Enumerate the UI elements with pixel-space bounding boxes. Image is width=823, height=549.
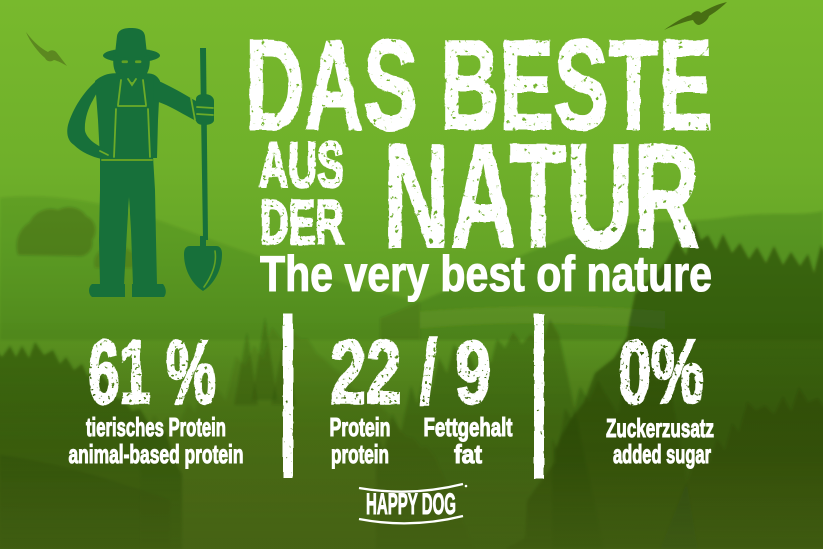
svg-text:fat: fat	[454, 439, 482, 469]
svg-text:Fettgehalt: Fettgehalt	[424, 412, 513, 442]
svg-text:protein: protein	[331, 439, 389, 469]
svg-text:NATUR: NATUR	[383, 114, 700, 279]
svg-text:DAS BESTE: DAS BESTE	[245, 14, 713, 157]
svg-text:Zuckerzusatz: Zuckerzusatz	[606, 413, 714, 443]
svg-text:22 / 9: 22 / 9	[330, 323, 491, 423]
svg-text:0%: 0%	[618, 323, 704, 423]
svg-text:AUS: AUS	[259, 129, 344, 201]
svg-text:Protein: Protein	[330, 412, 391, 442]
svg-text:animal-based protein: animal-based protein	[69, 439, 244, 469]
svg-text:61 %: 61 %	[88, 323, 216, 423]
svg-text:DER: DER	[260, 188, 344, 258]
svg-text:tierisches Protein: tierisches Protein	[86, 412, 226, 442]
svg-text:added sugar: added sugar	[613, 439, 711, 469]
svg-text:The very best of nature: The very best of nature	[260, 246, 712, 302]
svg-text:HAPPY DOG: HAPPY DOG	[366, 488, 456, 521]
